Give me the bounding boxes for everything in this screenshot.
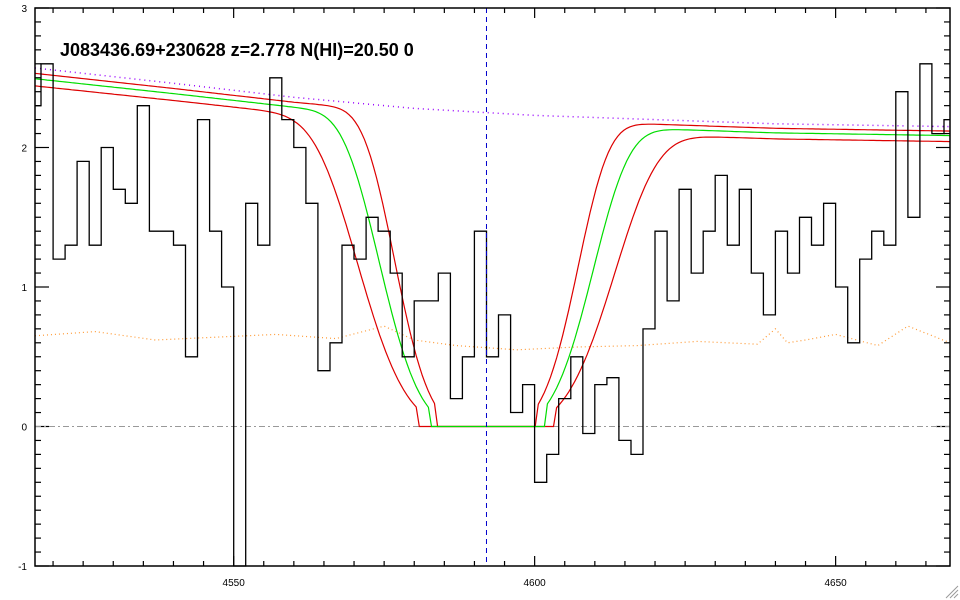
y-tick-label: 0 [21, 423, 27, 434]
resize-corner-icon[interactable] [945, 585, 959, 599]
y-tick-label: -1 [18, 562, 27, 573]
error-spectrum-line [34, 325, 951, 351]
data-curves [34, 8, 951, 567]
x-tick-label: 4650 [825, 578, 848, 589]
x-tick-label: 4550 [223, 578, 246, 589]
tick-labels: 4550 4600 4650 -1 0 1 2 3 [18, 4, 847, 589]
model-fit-line [34, 78, 951, 428]
plot-frame [34, 7, 951, 567]
flux-spectrum-line [35, 63, 950, 567]
chart-title: J083436.69+230628 z=2.778 N(HI)=20.50 0 [60, 40, 414, 60]
x-tick-label: 4600 [524, 578, 547, 589]
y-tick-label: 3 [21, 4, 27, 15]
y-tick-label: 2 [21, 144, 27, 155]
y-tick-label: 1 [21, 283, 27, 294]
